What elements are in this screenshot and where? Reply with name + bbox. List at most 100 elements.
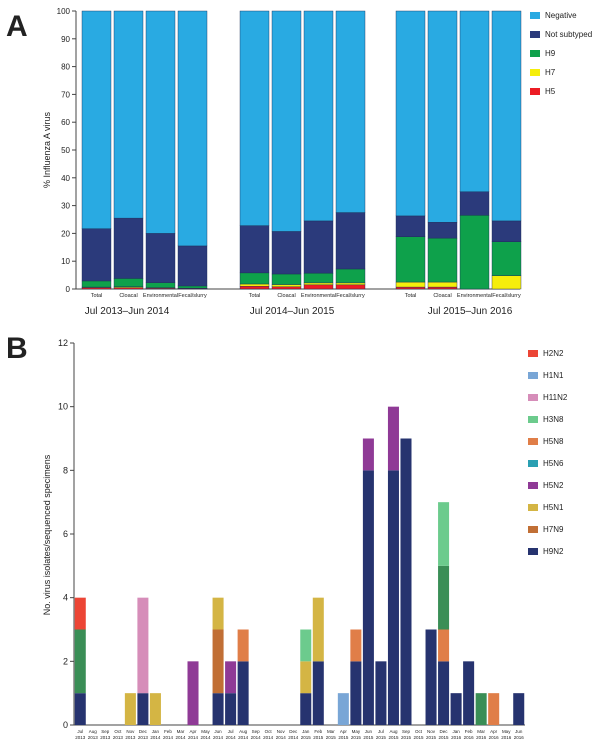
chart-b-month-label: Nov <box>277 729 286 734</box>
chart-b-month-label: Mar <box>327 729 335 734</box>
chart-b-year-label: 2014 <box>213 735 224 740</box>
chart-a-legend-label: H7 <box>545 68 556 77</box>
chart-a-y-axis-label: % Influenza A virus <box>42 111 52 188</box>
chart-b-bar-segment-h3n8b <box>438 565 450 630</box>
chart-b-bar-segment-h5n2 <box>362 438 374 471</box>
chart-b-year-label: 2016 <box>501 735 512 740</box>
chart-a-y-tick-label: 60 <box>61 118 70 127</box>
chart-a-bar-segment-not-subtyped <box>81 228 112 282</box>
chart-b-month-label: Jun <box>214 729 222 734</box>
chart-b-bar-segment-h5n8 <box>350 629 362 662</box>
chart-b-legend-swatch <box>528 526 538 533</box>
chart-a-bar-segment-negative <box>303 10 334 222</box>
chart-b-year-label: 2014 <box>288 735 299 740</box>
chart-b-bar-segment-h9n2 <box>312 661 324 725</box>
chart-a-y-tick-label: 90 <box>61 35 70 44</box>
chart-a-bar-segment-h5 <box>271 286 302 290</box>
chart-a-bar-segment-not-subtyped <box>491 220 522 242</box>
chart-b-year-label: 2015 <box>338 735 349 740</box>
chart-b-month-label: Jun <box>515 729 523 734</box>
chart-b-month-label: Jan <box>152 729 160 734</box>
chart-b-bar-segment-h1n1 <box>337 693 349 725</box>
chart-b-bar-segment-h9n2 <box>387 470 399 725</box>
chart-b-year-label: 2013 <box>100 735 111 740</box>
chart-a-bar-segment-h9 <box>271 273 302 285</box>
chart-b-bar-segment-h7n9 <box>212 629 224 694</box>
chart-a-period-label: Jul 2015–Jun 2016 <box>428 306 513 317</box>
chart-b-year-label: 2015 <box>301 735 312 740</box>
chart-a-bar-segment-h7 <box>239 283 270 287</box>
chart-a-y-tick-label: 20 <box>61 229 70 238</box>
chart-b-bar-segment-h5n2 <box>225 661 237 694</box>
chart-a-category-label: Total <box>91 293 103 299</box>
chart-a-legend-swatch <box>530 31 540 38</box>
chart-b-year-label: 2016 <box>476 735 487 740</box>
chart-b-year-label: 2014 <box>163 735 174 740</box>
chart-b-year-label: 2015 <box>401 735 412 740</box>
chart-a-y-tick-label: 70 <box>61 90 70 99</box>
chart-b-bar-segment-h5n1 <box>124 693 136 725</box>
chart-b-y-axis-label: No. virus isolates/sequenced specimens <box>42 454 52 615</box>
chart-b-bar-segment-h5n8 <box>237 629 249 662</box>
chart-a-bar-segment-negative <box>177 10 208 247</box>
chart-b-month-label: Mar <box>177 729 185 734</box>
chart-b: No. virus isolates/sequenced specimens 0… <box>42 338 568 740</box>
chart-b-year-label: 2013 <box>125 735 136 740</box>
chart-a-y-tick-label: 10 <box>61 257 70 266</box>
chart-b-legend-label: H1N1 <box>543 371 564 380</box>
chart-a-period-label: Jul 2014–Jun 2015 <box>250 306 335 317</box>
chart-b-legend-label: H2N2 <box>543 349 564 358</box>
chart-a-bar-segment-h7 <box>395 281 426 288</box>
chart-b-year-label: 2014 <box>201 735 212 740</box>
chart-a-legend-swatch <box>530 88 540 95</box>
chart-b-legend-label: H5N6 <box>543 459 564 468</box>
chart-b-month-label: Aug <box>239 729 248 734</box>
chart-a-bar-segment-h7 <box>427 281 458 288</box>
chart-b-legend-label: H9N2 <box>543 547 564 556</box>
chart-b-year-label: 2016 <box>489 735 500 740</box>
chart-a-category-label: Cloacal <box>119 293 137 299</box>
chart-a-bar-segment-h9 <box>335 268 366 284</box>
chart-a-category-label: Total <box>405 293 417 299</box>
chart-b-bar-segment-h5n1 <box>300 661 312 694</box>
chart-b-month-label: Oct <box>114 729 122 734</box>
chart-b-year-label: 2013 <box>88 735 99 740</box>
chart-a-category-label: Fecal/slurry <box>492 293 521 299</box>
chart-a-bar-segment-h9 <box>113 278 144 287</box>
chart-a-bar-segment-h9 <box>427 237 458 283</box>
chart-b-month-label: May <box>502 729 511 734</box>
chart-b-legend-swatch <box>528 548 538 555</box>
chart-a-bar-segment-not-subtyped <box>271 231 302 275</box>
chart-b-month-label: Oct <box>415 729 423 734</box>
chart-b-bar-segment-h9n2 <box>212 693 224 725</box>
chart-b-bar-segment-h9n2 <box>450 693 462 725</box>
chart-a-bar-segment-negative <box>335 10 366 213</box>
chart-a-category-label: Environmental <box>301 293 336 299</box>
chart-a-bar-segment-h9 <box>491 241 522 276</box>
chart-a-bar-segment-negative <box>113 10 144 219</box>
chart-b-year-label: 2015 <box>376 735 387 740</box>
chart-b-month-label: Nov <box>427 729 436 734</box>
chart-b-month-label: Oct <box>265 729 273 734</box>
chart-b-month-label: Aug <box>389 729 398 734</box>
chart-b-month-label: Dec <box>289 729 298 734</box>
chart-a-y-tick-label: 100 <box>57 7 71 16</box>
chart-b-bar-segment-h9n2 <box>438 661 450 725</box>
chart-b-legend-swatch <box>528 460 538 467</box>
chart-b-y-tick-label: 8 <box>63 465 68 475</box>
chart-a-legend-label: Not subtyped <box>545 30 592 39</box>
chart-b-month-label: Dec <box>440 729 449 734</box>
chart-b-legend-swatch <box>528 416 538 423</box>
chart-b-legend-label: H11N2 <box>543 393 568 402</box>
chart-a-bar-segment-h5 <box>427 286 458 290</box>
chart-b-bar-segment-h9n2 <box>74 693 86 725</box>
chart-b-month-label: Jan <box>452 729 460 734</box>
chart-a-bar-segment-not-subtyped <box>335 212 366 270</box>
chart-a-category-label: Environmental <box>143 293 178 299</box>
chart-b-bar-segment-h3n8b <box>74 629 86 694</box>
chart-b-month-label: Mar <box>477 729 485 734</box>
chart-b-bar-segment-h9n2 <box>300 693 312 725</box>
chart-a-y-tick-label: 30 <box>61 202 70 211</box>
chart-a-y-tick-label: 0 <box>66 285 71 294</box>
chart-b-legend-label: H5N8 <box>543 437 564 446</box>
